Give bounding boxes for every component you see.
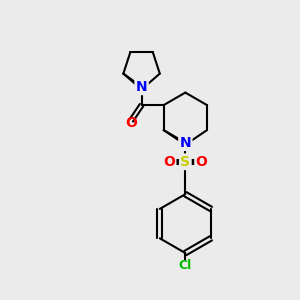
- Text: N: N: [136, 80, 147, 94]
- Text: Cl: Cl: [179, 259, 192, 272]
- Text: O: O: [125, 116, 137, 130]
- Text: N: N: [179, 136, 191, 150]
- Text: S: S: [180, 155, 190, 169]
- Text: O: O: [196, 155, 208, 169]
- Text: O: O: [163, 155, 175, 169]
